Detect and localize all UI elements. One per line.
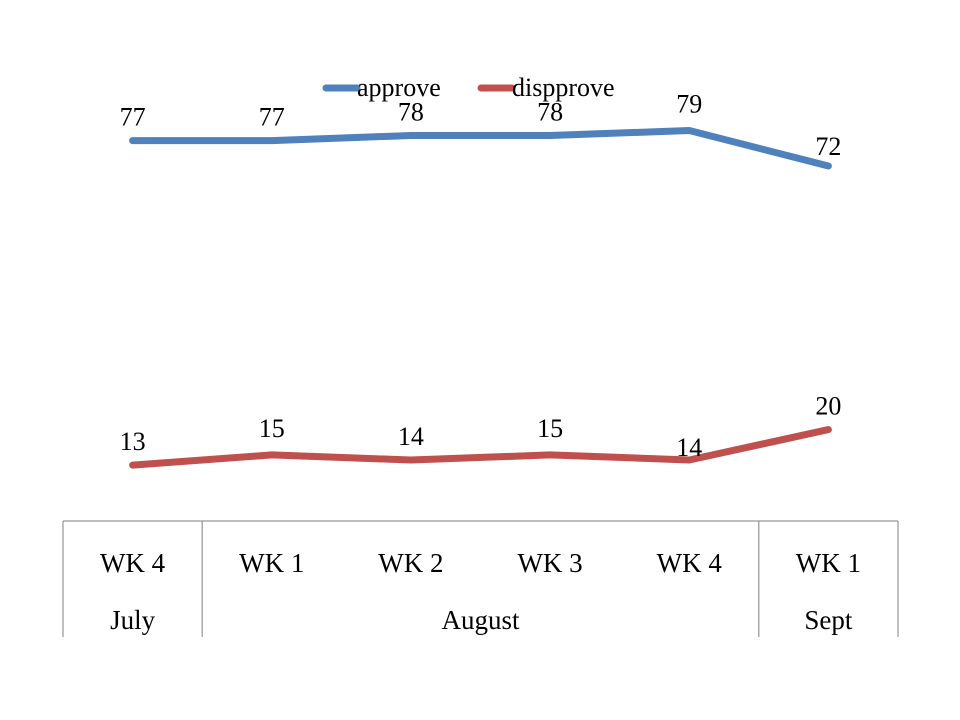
group-label: Sept [804,605,853,635]
category-axis-table: WK 4 WK 1 WK 2 WK 3 WK 4 WK 1 July August Sept [62,520,899,637]
tick-label: WK 1 [239,548,304,578]
data-label: 15 [259,414,285,443]
data-label: 72 [815,132,841,161]
legend-label-1: dispprove [512,73,615,102]
series-line-1 [129,426,832,469]
tick-label: WK 2 [378,548,443,578]
data-label: 13 [120,427,146,456]
data-label: 79 [676,90,702,119]
group-label: August [441,605,520,635]
legend: approve dispprove [322,73,615,102]
data-label: 78 [537,98,563,127]
tick-label: WK 3 [517,548,582,578]
data-label: 14 [398,422,424,451]
legend-label-0: approve [357,73,441,102]
tick-label: WK 4 [100,548,166,578]
data-label: 20 [815,392,841,421]
data-label: 78 [398,98,424,127]
series-line-0 [129,127,832,170]
data-labels: 77 77 78 78 79 72 13 15 14 15 14 20 [120,90,842,463]
data-label: 15 [537,414,563,443]
group-label: July [110,605,156,635]
series-lines [129,127,832,469]
data-label: 77 [120,103,146,132]
tick-label: WK 1 [796,548,861,578]
data-label: 77 [259,103,285,132]
data-label: 14 [676,433,702,462]
tick-label: WK 4 [657,548,723,578]
